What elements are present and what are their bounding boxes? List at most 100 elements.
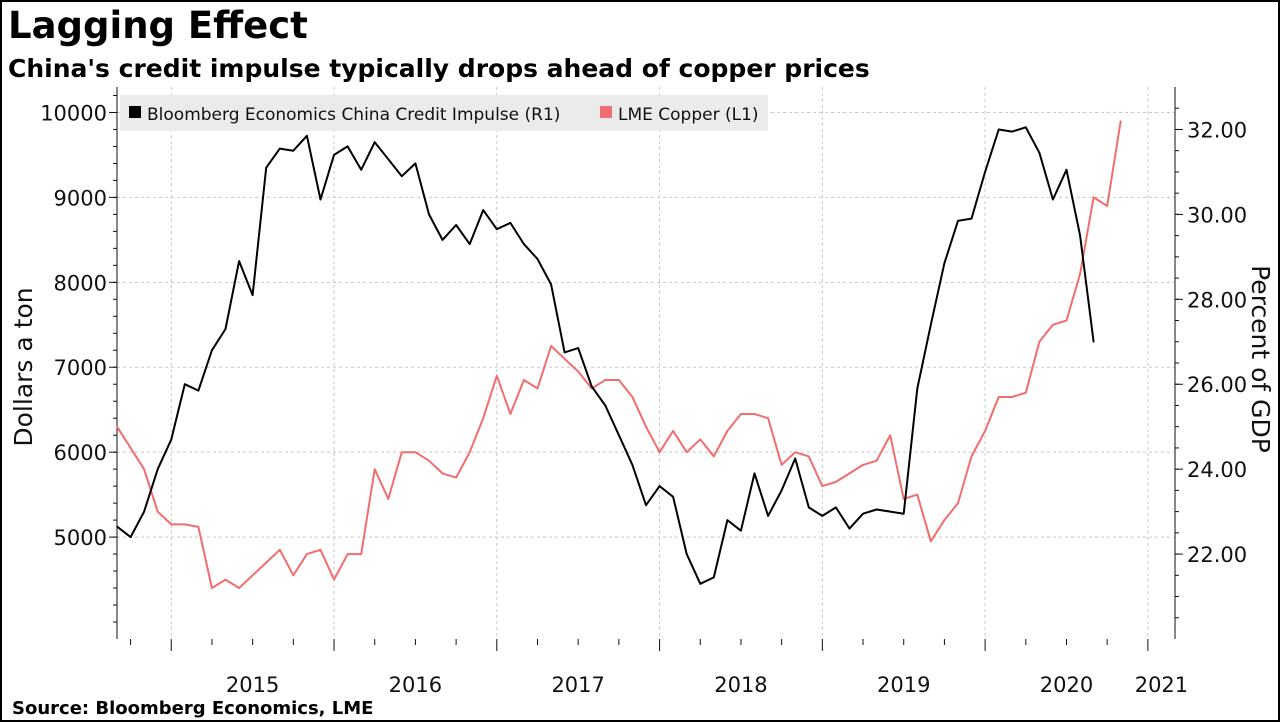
copper-price-point: [631, 396, 634, 398]
legend-label-credit-impulse: Bloomberg Economics China Credit Impulse…: [147, 105, 560, 125]
credit-impulse-point: [238, 260, 240, 262]
credit-impulse-point: [916, 387, 919, 390]
copper-price-point: [1106, 205, 1108, 207]
copper-price-point: [685, 451, 688, 454]
copper-price-point: [916, 493, 919, 496]
legend-swatch-credit-impulse: [129, 106, 141, 118]
legend-box: [120, 95, 768, 131]
copper-price-point: [333, 578, 335, 581]
credit-impulse-point: [265, 166, 268, 169]
y-right-tick-label: 24.00: [1187, 458, 1247, 482]
copper-price-point: [780, 464, 783, 466]
copper-price-point: [943, 519, 946, 521]
y-right-axis-title: Percent of GDP: [1246, 265, 1275, 453]
credit-impulse-point: [902, 512, 905, 515]
series-lines: [116, 120, 1122, 589]
credit-impulse-point: [170, 438, 173, 441]
credit-impulse-point: [563, 351, 566, 354]
copper-price-point: [577, 370, 579, 373]
y-left-tick-label: 7000: [54, 356, 107, 380]
credit-impulse-point: [997, 128, 1000, 131]
credit-impulse-point: [808, 506, 810, 509]
credit-impulse-point: [306, 135, 308, 137]
copper-price-point: [902, 498, 905, 500]
copper-price-point: [563, 358, 566, 360]
copper-price-point: [184, 523, 186, 526]
copper-price-point: [224, 578, 227, 581]
credit-impulse-point: [360, 169, 363, 171]
copper-price-point: [1011, 396, 1013, 398]
copper-price-point: [238, 587, 240, 589]
copper-price-point: [129, 447, 132, 449]
credit-impulse-point: [387, 158, 390, 160]
credit-impulse-point: [1092, 341, 1095, 343]
copper-price-point: [265, 561, 268, 564]
copper-price-point: [1052, 324, 1054, 326]
copper-price-point: [984, 430, 986, 432]
credit-impulse-point: [889, 510, 891, 513]
copper-price-point: [306, 553, 308, 555]
credit-impulse-point: [984, 171, 986, 173]
credit-impulse-point: [373, 141, 376, 143]
credit-impulse-point: [835, 506, 837, 509]
copper-price-point: [197, 526, 200, 528]
axes: 2015 2016 2017 2018 2019 2020 2021 5000 6000 7000…: [9, 87, 1275, 697]
copper-price-point: [862, 464, 864, 466]
credit-impulse-point: [699, 583, 702, 585]
credit-impulse-point: [740, 529, 742, 532]
copper-price-point: [279, 549, 281, 551]
copper-price-point: [997, 396, 1000, 398]
credit-impulse-point: [184, 383, 186, 386]
copper-price-point: [699, 438, 702, 441]
copper-price-point: [401, 451, 403, 454]
credit-impulse-point: [1011, 130, 1013, 133]
copper-price-point: [713, 455, 715, 458]
x-tick-label: 2018: [714, 673, 767, 697]
copper-price-point: [523, 379, 525, 381]
credit-impulse-point: [1065, 169, 1068, 171]
credit-impulse-point: [645, 504, 647, 507]
copper-price-point: [468, 451, 471, 454]
copper-price-point: [821, 485, 824, 487]
copper-price-point: [143, 468, 145, 471]
y-right-tick-label: 22.00: [1187, 543, 1247, 567]
credit-impulse-point: [536, 258, 539, 260]
copper-price-point: [848, 472, 851, 475]
credit-impulse-point: [143, 510, 145, 513]
copper-price-point: [970, 455, 973, 458]
copper-price-point: [1092, 196, 1095, 199]
x-tick-label: 2020: [1040, 673, 1093, 697]
credit-impulse-point: [604, 404, 607, 407]
copper-price-point: [211, 587, 213, 589]
credit-impulse-point: [943, 262, 946, 265]
copper-price-point: [550, 345, 552, 347]
copper-price-point: [618, 379, 620, 381]
copper-price-point: [360, 553, 363, 555]
credit-impulse-point: [116, 525, 118, 528]
credit-impulse-point: [590, 385, 593, 388]
credit-impulse-point: [753, 472, 756, 475]
credit-impulse-point: [428, 213, 430, 216]
credit-impulse-point: [930, 324, 932, 326]
credit-impulse-point: [794, 457, 796, 460]
credit-impulse-point: [197, 389, 200, 392]
credit-impulse-point: [292, 149, 295, 152]
copper-price-point: [1119, 120, 1122, 122]
x-tick-label: 2016: [389, 673, 442, 697]
copper-price-point: [509, 413, 512, 415]
credit-impulse-point: [1052, 198, 1054, 201]
copper-price-point: [740, 413, 742, 415]
credit-impulse-point: [767, 515, 769, 517]
copper-price-point: [753, 413, 756, 415]
copper-price-point: [658, 451, 661, 454]
credit-impulse-point: [455, 224, 457, 226]
copper-price-point: [482, 417, 485, 420]
copper-price-point: [387, 498, 390, 500]
credit-impulse-point: [821, 515, 824, 517]
copper-price-point: [794, 451, 796, 454]
credit-impulse-point: [211, 349, 213, 352]
copper-price-point: [930, 540, 932, 543]
copper-price-point: [319, 549, 322, 551]
y-right-tick-label: 28.00: [1187, 288, 1247, 312]
